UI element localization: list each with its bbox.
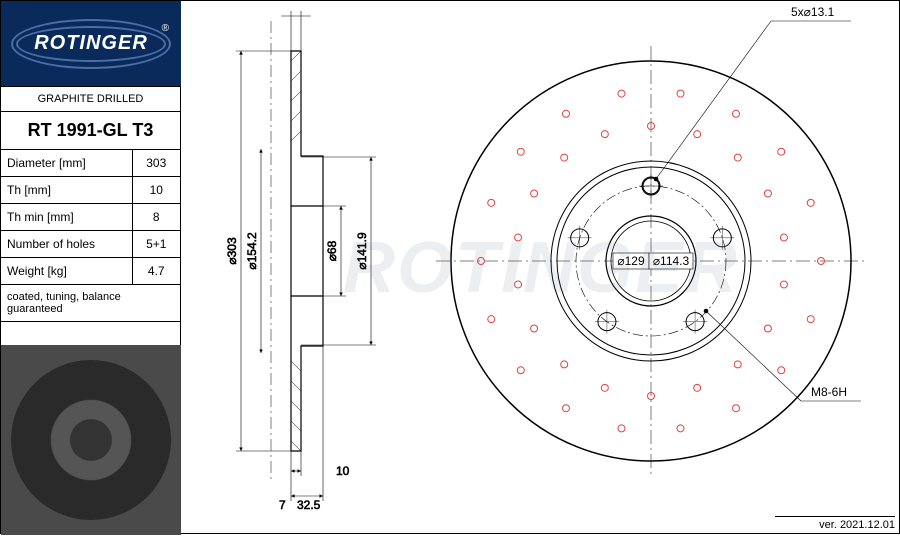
product-title: GRAPHITE DRILLED [1, 86, 180, 111]
spec-value: 5+1 [132, 231, 180, 258]
spec-value: 303 [132, 150, 180, 177]
dim-pcd: ⌀114.3 [653, 254, 690, 268]
info-panel: ROTINGER ® GRAPHITE DRILLED RT 1991-GL T… [1, 1, 181, 535]
dim-thickness: 10 [336, 464, 350, 478]
spec-label: Number of holes [1, 231, 132, 258]
dim-hub-dia: ⌀154.2 [245, 232, 259, 270]
table-row: Number of holes5+1 [1, 231, 180, 258]
technical-drawing: ROTINGER ® GRAPHITE DRILLED RT 1991-GL T… [0, 0, 900, 534]
dim-bore: ⌀68 [325, 240, 339, 261]
dim-inner: ⌀141.9 [355, 232, 369, 270]
product-thumbnail [1, 345, 181, 535]
table-row: Weight [kg]4.7 [1, 258, 180, 285]
drawing-area: ROTINGER [181, 1, 900, 535]
table-row: Th [mm]10 [1, 177, 180, 204]
spec-value: 4.7 [132, 258, 180, 285]
dim-flange: 7 [279, 498, 286, 512]
part-number: RT 1991-GL T3 [1, 111, 180, 149]
spec-label: Diameter [mm] [1, 150, 132, 177]
spec-label: Th [mm] [1, 177, 132, 204]
front-view: ⌀129 ⌀114.3 5x⌀13.1 M8-6H [436, 5, 866, 476]
brand-logo: ROTINGER ® [1, 1, 181, 86]
table-row: Th min [mm]8 [1, 204, 180, 231]
registered-mark: ® [162, 23, 169, 34]
dim-bolt-circle: ⌀129 [617, 254, 645, 268]
technical-svg: ⌀303 ⌀154.2 ⌀68 ⌀141.9 [181, 1, 900, 535]
spec-value: 10 [132, 177, 180, 204]
product-note: coated, tuning, balance guaranteed [1, 284, 180, 322]
side-view: ⌀303 ⌀154.2 ⌀68 ⌀141.9 [225, 11, 376, 512]
callout-holes: 5x⌀13.1 [791, 5, 835, 19]
spec-value: 8 [132, 204, 180, 231]
dim-offset: 32.5 [297, 498, 321, 512]
spec-table: Diameter [mm]303 Th [mm]10 Th min [mm]8 … [1, 149, 180, 284]
disc-image [11, 360, 171, 520]
callout-thread: M8-6H [811, 385, 847, 399]
table-row: Diameter [mm]303 [1, 150, 180, 177]
spec-label: Weight [kg] [1, 258, 132, 285]
dim-outer-dia: ⌀303 [225, 237, 239, 265]
spec-label: Th min [mm] [1, 204, 132, 231]
version-label: ver. 2021.12.01 [775, 516, 895, 531]
